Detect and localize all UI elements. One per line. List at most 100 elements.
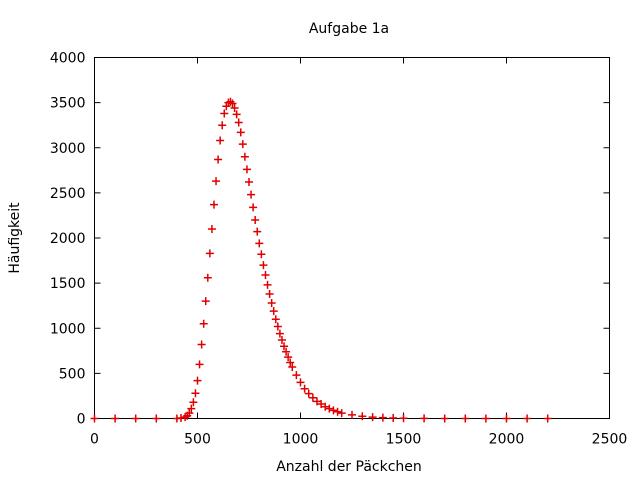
data-point [271, 315, 280, 324]
y-tick-label: 2500 [50, 186, 86, 202]
data-point [288, 363, 297, 372]
x-tick-label: 1000 [283, 432, 319, 448]
data-point [420, 414, 429, 423]
data-point [277, 335, 286, 344]
data-point [249, 203, 258, 212]
data-points [90, 97, 552, 423]
data-point [280, 342, 289, 351]
x-tick-label: 500 [184, 432, 211, 448]
data-point [240, 152, 249, 161]
data-point [185, 409, 194, 418]
data-point [348, 410, 356, 419]
data-point [228, 99, 237, 108]
data-point [257, 250, 266, 259]
data-point [220, 109, 229, 118]
x-tick-label: 0 [90, 432, 99, 448]
axis-ticks: 0 500 1000 1500 2000 2500 0 500 1000 1500 2000 2500… [50, 51, 627, 448]
data-point [269, 307, 278, 316]
data-point [214, 155, 223, 164]
data-point [199, 319, 208, 328]
data-point [358, 412, 367, 421]
data-point [189, 398, 198, 407]
data-point [329, 406, 338, 415]
chart-title: Aufgabe 1a [309, 21, 389, 37]
data-point [191, 389, 200, 398]
data-point [321, 402, 330, 411]
data-point [284, 353, 293, 362]
data-point [308, 393, 317, 402]
data-point [216, 136, 225, 145]
data-point [131, 414, 140, 423]
data-point [90, 414, 99, 423]
data-point [238, 140, 247, 149]
data-point [209, 200, 218, 209]
data-point [267, 298, 276, 307]
data-point [399, 414, 408, 423]
data-point [337, 409, 346, 418]
data-point [333, 407, 342, 416]
data-point [502, 414, 511, 423]
data-point [193, 376, 202, 385]
data-point [203, 273, 212, 282]
y-tick-label: 4000 [50, 51, 86, 67]
data-point [523, 414, 532, 423]
data-point [236, 128, 245, 137]
y-tick-label: 500 [59, 366, 86, 382]
data-point [234, 118, 243, 127]
x-tick-label: 1500 [386, 432, 422, 448]
data-point [201, 297, 210, 306]
data-point [255, 239, 264, 248]
data-point [230, 104, 239, 113]
data-point [275, 329, 284, 338]
data-point [259, 261, 268, 270]
y-tick-label: 3500 [50, 96, 86, 112]
data-point [312, 397, 321, 406]
data-point [263, 280, 272, 289]
y-tick-label: 1000 [50, 321, 86, 337]
data-point [286, 358, 295, 367]
data-point [440, 414, 449, 423]
data-point [247, 190, 256, 199]
data-point [195, 360, 204, 369]
data-point [296, 378, 305, 387]
data-point [261, 271, 270, 280]
data-point [265, 289, 274, 298]
data-point [245, 178, 253, 187]
data-point [218, 121, 227, 130]
data-point [111, 414, 120, 423]
data-point [253, 227, 262, 236]
data-point [292, 371, 301, 380]
data-point [368, 413, 377, 422]
data-point [300, 384, 309, 393]
data-point [304, 389, 313, 398]
data-point [461, 414, 470, 423]
x-tick-label: 2000 [489, 432, 525, 448]
y-tick-label: 2000 [50, 231, 86, 247]
y-tick-label: 0 [77, 412, 86, 428]
data-point [152, 414, 161, 423]
data-point [207, 224, 216, 233]
data-point [378, 413, 387, 422]
data-point [317, 400, 326, 409]
x-tick-label: 2500 [592, 432, 628, 448]
data-point [389, 413, 398, 422]
y-axis-label: Häufigkeit [7, 202, 23, 274]
data-point [205, 249, 214, 258]
data-point [177, 414, 186, 423]
data-point [242, 165, 251, 174]
data-point [187, 404, 196, 413]
data-point [282, 347, 291, 356]
data-point [543, 414, 552, 423]
data-point [197, 340, 206, 349]
y-tick-label: 1500 [50, 276, 86, 292]
x-axis-label: Anzahl der Päckchen [276, 459, 422, 475]
data-point [212, 177, 221, 186]
data-point [273, 322, 282, 331]
y-tick-label: 3000 [50, 141, 86, 157]
plot-frame [94, 57, 610, 419]
data-point [232, 110, 241, 119]
data-point [251, 215, 260, 224]
data-point [481, 414, 490, 423]
data-point [325, 404, 334, 413]
